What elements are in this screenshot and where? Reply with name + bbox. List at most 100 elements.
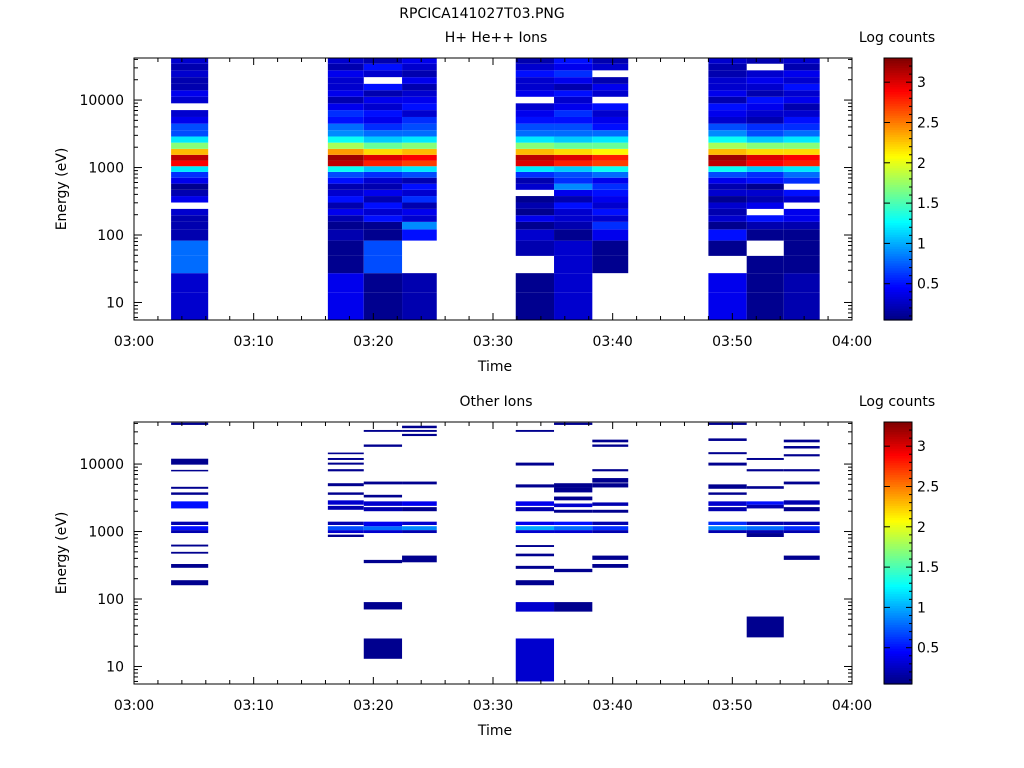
heatmap-cell xyxy=(592,136,629,143)
heatmap-cell xyxy=(554,136,593,143)
colorbar-swatch xyxy=(884,548,912,552)
heatmap-cell xyxy=(363,63,403,71)
colorbar-1: 0.5 1 1.5 2 2.5 3 xyxy=(883,57,939,321)
heatmap-cell xyxy=(708,148,747,155)
heatmap-cell xyxy=(554,483,593,488)
heatmap-cell xyxy=(327,452,364,455)
colorbar-swatch xyxy=(884,193,912,197)
colorbar-swatch xyxy=(884,250,912,254)
colorbar-swatch xyxy=(884,567,912,571)
heatmap-cell xyxy=(592,116,629,124)
heatmap-cell xyxy=(402,425,437,429)
colorbar-swatch xyxy=(884,260,912,264)
heatmap-cell xyxy=(708,83,747,91)
colorbar-swatch xyxy=(884,598,912,602)
heatmap-cell xyxy=(592,255,629,274)
heatmap-cell xyxy=(171,189,209,197)
colorbar-swatch xyxy=(884,77,912,81)
heatmap-cell xyxy=(783,240,820,256)
heatmap-cell xyxy=(746,183,784,190)
heatmap-cell xyxy=(515,177,555,184)
colorbar-swatch xyxy=(884,583,912,587)
colorbar-swatch xyxy=(884,672,912,676)
heatmap-cell xyxy=(783,154,820,161)
heatmap-cell xyxy=(783,507,820,512)
colorbar-swatch xyxy=(884,431,912,435)
heatmap-cell xyxy=(708,229,747,241)
colorbar-swatch xyxy=(884,536,912,540)
heatmap-cell xyxy=(515,136,555,143)
colorbar-tick-label: 1.5 xyxy=(917,560,939,576)
colorbar-swatch xyxy=(884,265,912,269)
colorbar-swatch xyxy=(884,422,912,425)
colorbar-swatch xyxy=(884,108,912,111)
heatmap-cell xyxy=(746,504,784,509)
heatmap-cell xyxy=(515,553,555,557)
colorbar-swatch xyxy=(884,186,912,190)
heatmap-cell xyxy=(746,255,784,274)
heatmap-cell xyxy=(746,110,784,117)
colorbar-swatch xyxy=(884,512,912,516)
colorbar-swatch xyxy=(884,84,912,88)
heatmap-cell xyxy=(515,142,555,149)
heatmap-cell xyxy=(554,96,593,104)
heatmap-cell xyxy=(554,116,593,124)
heatmap-cell xyxy=(783,215,820,222)
heatmap-cell xyxy=(592,123,629,131)
heatmap-cell xyxy=(592,103,629,111)
heatmap-cell xyxy=(592,77,629,84)
colorbar-swatch xyxy=(884,595,912,599)
heatmap-cell xyxy=(402,166,437,172)
colorbar-swatch xyxy=(884,569,912,573)
heatmap-cell xyxy=(783,63,820,71)
heatmap-cell xyxy=(746,58,784,64)
colorbar-swatch xyxy=(884,219,912,223)
heatmap-cell xyxy=(592,483,629,488)
panel-2-y-ticks: 10 100 1000 10000 xyxy=(79,422,852,682)
colorbar-swatch xyxy=(884,146,912,150)
heatmap-cell xyxy=(515,183,555,190)
colorbar-swatch xyxy=(884,624,912,628)
colorbar-swatch xyxy=(884,300,912,304)
heatmap-cell xyxy=(515,196,555,203)
heatmap-cell xyxy=(402,116,437,124)
heatmap-cell xyxy=(363,208,403,216)
heatmap-cell xyxy=(327,130,364,137)
heatmap-cell xyxy=(515,292,555,320)
figure-title: RPCICA141027T03.PNG xyxy=(399,6,564,22)
heatmap-cell xyxy=(327,292,364,320)
heatmap-cell xyxy=(402,530,437,534)
heatmap-cell xyxy=(402,110,437,117)
panel-2-y-label: Energy (eV) xyxy=(54,512,70,595)
heatmap-cell xyxy=(363,154,403,161)
heatmap-cell xyxy=(746,202,784,209)
heatmap-cell xyxy=(327,154,364,161)
colorbar-swatch xyxy=(884,562,912,566)
heatmap-cell xyxy=(402,148,437,155)
heatmap-cell xyxy=(515,171,555,178)
colorbar-swatch xyxy=(884,148,912,152)
heatmap-cell xyxy=(171,90,209,97)
heatmap-cell xyxy=(783,526,820,531)
x-tick-label: 04:00 xyxy=(832,334,872,350)
colorbar-swatch xyxy=(884,483,912,487)
heatmap-cell xyxy=(171,551,209,554)
heatmap-cell xyxy=(327,77,364,84)
colorbar-swatch xyxy=(884,110,912,114)
heatmap-cell xyxy=(746,83,784,91)
colorbar-swatch xyxy=(884,210,912,214)
heatmap-cell xyxy=(327,492,364,495)
colorbar-swatch xyxy=(884,436,912,440)
heatmap-cell xyxy=(515,429,555,432)
heatmap-cell xyxy=(171,526,209,531)
heatmap-cell xyxy=(402,171,437,178)
heatmap-cell xyxy=(708,530,747,534)
heatmap-cell xyxy=(402,136,437,143)
colorbar-swatch xyxy=(884,681,912,685)
colorbar-swatch xyxy=(884,574,912,578)
colorbar-swatch xyxy=(884,241,912,245)
colorbar-swatch xyxy=(884,443,912,447)
heatmap-cell xyxy=(592,526,629,531)
heatmap-cell xyxy=(592,166,629,172)
colorbar-swatch xyxy=(884,248,912,252)
